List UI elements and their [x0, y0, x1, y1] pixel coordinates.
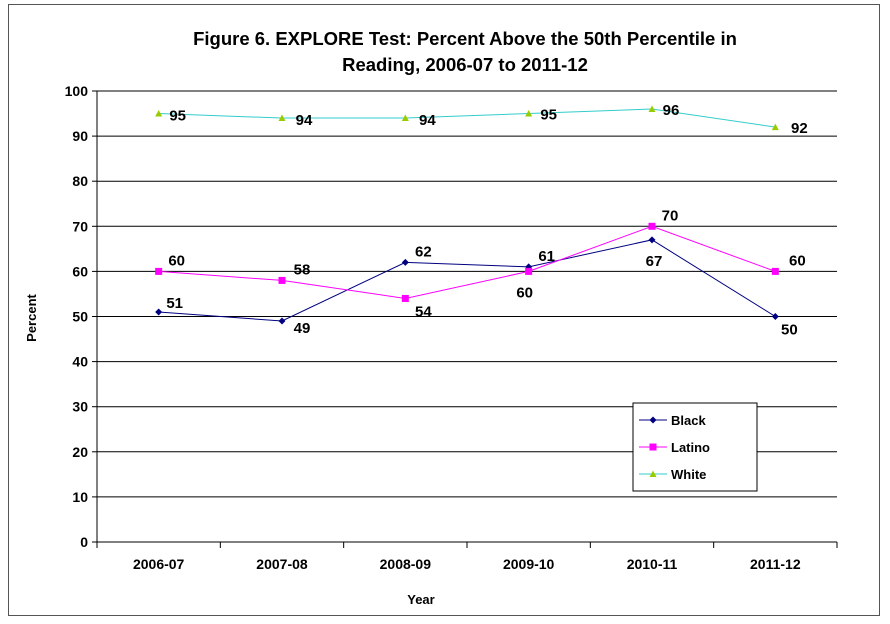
chart-frame: Figure 6. EXPLORE Test: Percent Above th…	[8, 4, 880, 616]
y-tick-labels: 0 10 20 30 40 50 60 70 80 90 100	[65, 83, 89, 550]
legend-label-black: Black	[671, 413, 706, 428]
data-label-black-2010-11: 67	[646, 253, 663, 270]
x-tick-label-2006-07: 2006-07	[133, 556, 185, 572]
y-tick-label-60: 60	[72, 263, 88, 279]
data-label-latino-2011-12: 60	[789, 252, 806, 269]
y-tick-label-0: 0	[80, 534, 88, 550]
point-latino-2010-11	[649, 223, 656, 230]
data-label-latino-2008-09: 54	[415, 303, 432, 320]
chart-title-line-1: Figure 6. EXPLORE Test: Percent Above th…	[193, 28, 737, 49]
x-tick-label-2009-10: 2009-10	[503, 556, 555, 572]
series-group	[155, 106, 779, 325]
legend: Black Latino White	[633, 403, 757, 491]
data-label-latino-2010-11: 70	[662, 207, 679, 224]
point-latino-2009-10	[525, 268, 532, 275]
data-label-white-2007-08: 94	[296, 112, 313, 129]
y-tick-label-50: 50	[72, 309, 88, 325]
data-label-white-2008-09: 94	[419, 112, 436, 129]
data-label-latino-2006-07: 60	[168, 252, 185, 269]
data-label-white-2011-12: 92	[791, 120, 808, 137]
line-chart: Figure 6. EXPLORE Test: Percent Above th…	[9, 5, 881, 617]
point-black-2006-07	[155, 308, 162, 315]
data-label-white-2006-07: 95	[169, 108, 186, 125]
point-latino-2007-08	[279, 277, 286, 284]
point-latino-2006-07	[155, 268, 162, 275]
y-tick-label-100: 100	[65, 83, 89, 99]
data-label-white-2010-11: 96	[663, 102, 680, 119]
y-tick-label-30: 30	[72, 399, 88, 415]
data-label-black-2011-12: 50	[781, 322, 798, 339]
data-label-white-2009-10: 95	[540, 107, 557, 124]
x-tick-label-2007-08: 2007-08	[256, 556, 308, 572]
point-black-2010-11	[649, 236, 656, 243]
data-label-black-2008-09: 62	[415, 243, 432, 260]
legend-label-white: White	[671, 467, 706, 482]
point-black-2007-08	[279, 318, 286, 325]
x-tick-labels: 2006-07 2007-08 2008-09 2009-10 2010-11 2011-…	[133, 556, 801, 572]
data-labels: 51 49 62 61 67 50 60 58 54 60 70 60 95 94 94 95 96 92	[166, 102, 807, 338]
y-tick-label-90: 90	[72, 128, 88, 144]
point-black-2008-09	[402, 259, 409, 266]
data-label-latino-2009-10: 60	[516, 284, 533, 301]
x-tick-label-2008-09: 2008-09	[380, 556, 432, 572]
legend-label-latino: Latino	[671, 440, 710, 455]
point-black-2011-12	[772, 313, 779, 320]
y-tick-label-80: 80	[72, 173, 88, 189]
series-line-latino	[159, 226, 776, 298]
y-tick-label-40: 40	[72, 354, 88, 370]
point-latino-2008-09	[402, 295, 409, 302]
x-tick-label-2011-12: 2011-12	[750, 556, 801, 572]
x-axis-label: Year	[407, 592, 434, 607]
data-label-black-2007-08: 49	[294, 320, 311, 337]
series-line-white	[159, 109, 776, 127]
y-tick-label-70: 70	[72, 218, 88, 234]
x-tick-label-2010-11: 2010-11	[627, 556, 678, 572]
data-label-black-2006-07: 51	[166, 295, 183, 312]
data-label-latino-2007-08: 58	[294, 261, 311, 278]
legend-marker-latino	[650, 444, 657, 451]
point-latino-2011-12	[772, 268, 779, 275]
y-axis-label: Percent	[24, 293, 39, 341]
series-line-black	[159, 240, 776, 321]
chart-title-line-2: Reading, 2006-07 to 2011-12	[342, 54, 588, 75]
y-tick-label-10: 10	[72, 489, 88, 505]
y-tick-label-20: 20	[72, 444, 88, 460]
data-label-black-2009-10: 61	[538, 248, 555, 265]
